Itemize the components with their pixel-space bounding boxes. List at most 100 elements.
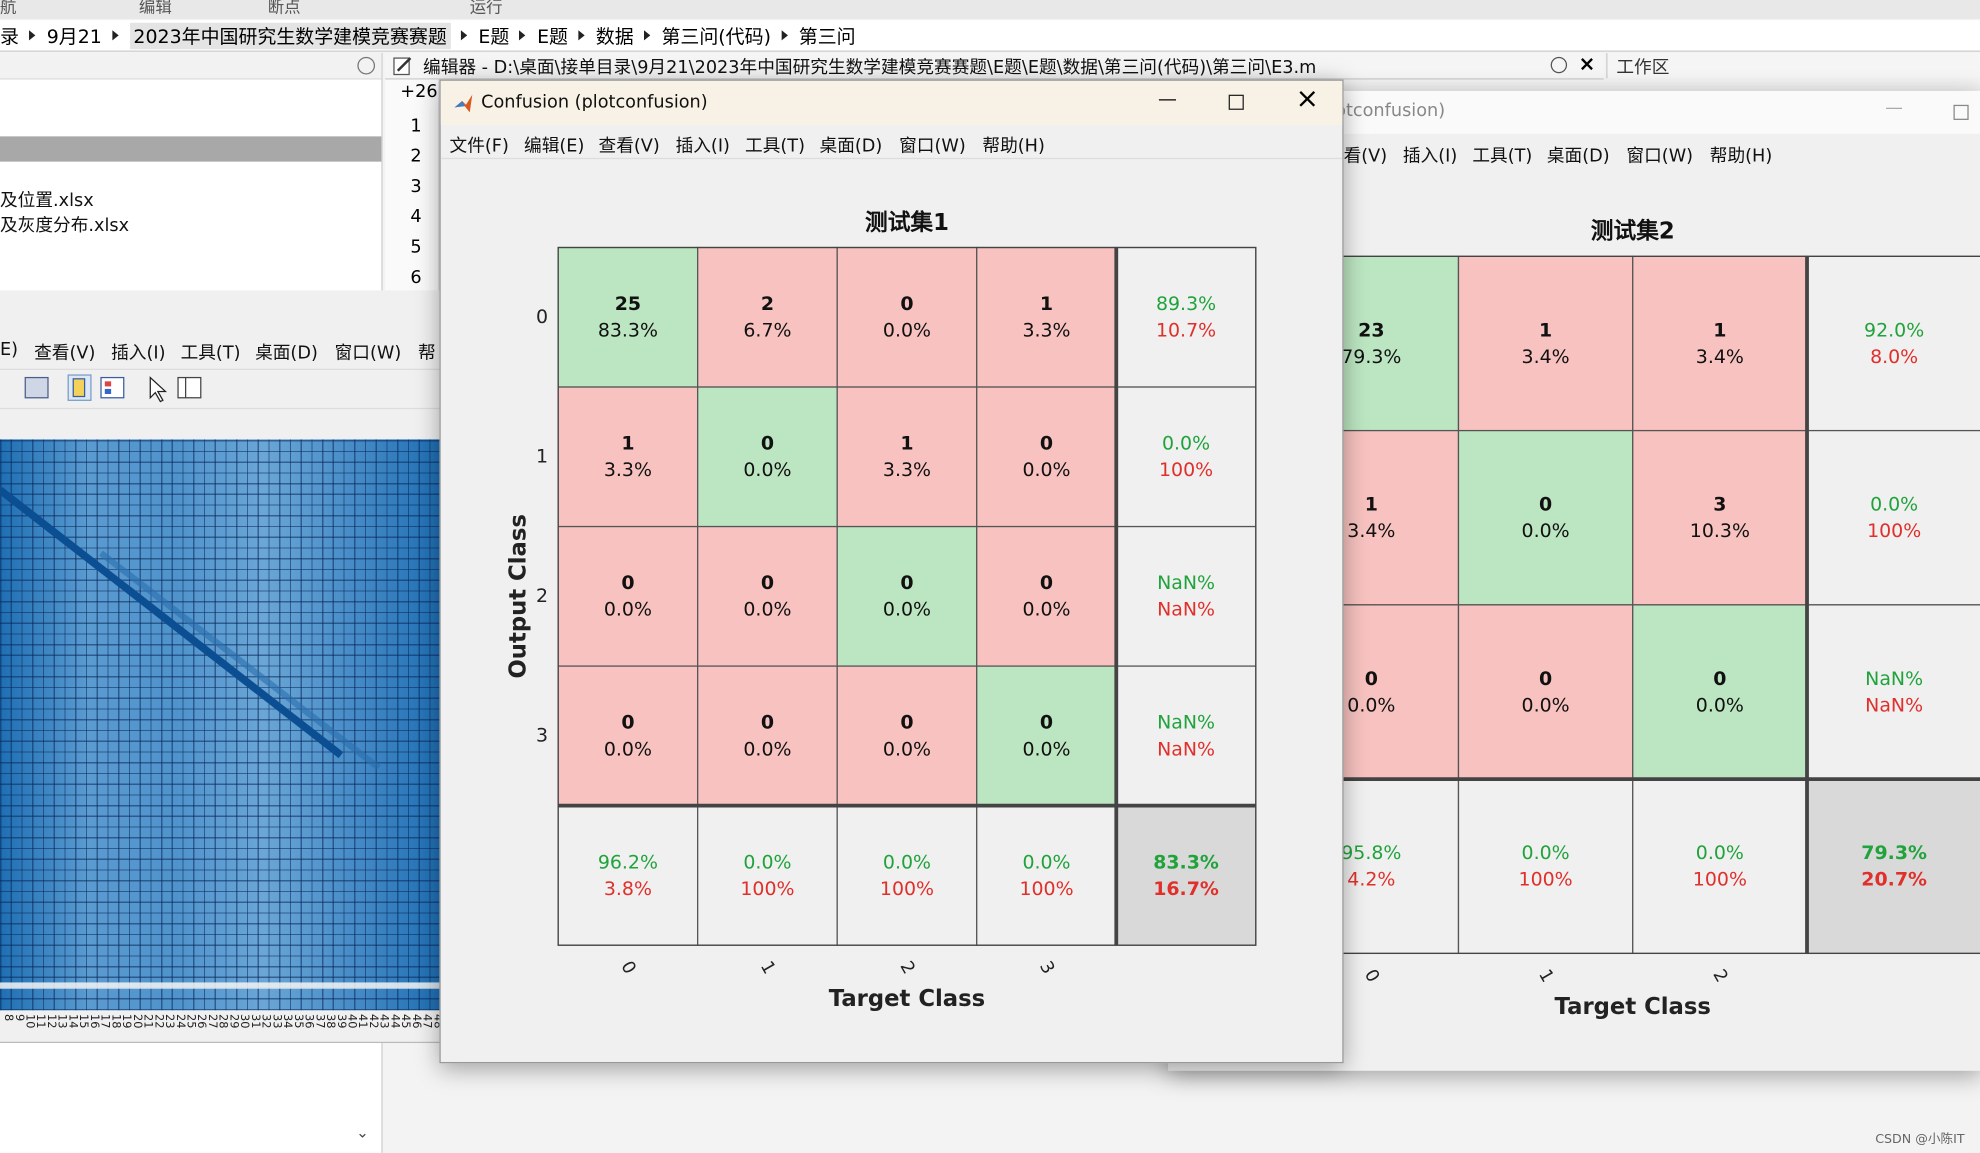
precision: NaN% (1157, 712, 1215, 734)
cell (976, 386, 1117, 528)
overall-error: 16.7% (1153, 878, 1219, 900)
cell-count: 1 (1539, 319, 1552, 341)
summary-cell (1115, 386, 1257, 528)
menu-item[interactable]: 工具(T) (745, 136, 805, 157)
menu-item[interactable]: 桌面(D) (1546, 146, 1610, 167)
matlab-icon (454, 94, 473, 113)
cell (976, 525, 1117, 667)
menu-item[interactable]: 插入(I) (675, 136, 730, 157)
x-tick-label: 18 (109, 1014, 123, 1028)
cell-count: 0 (1713, 668, 1726, 690)
x-tick-label: 35 (292, 1014, 306, 1028)
overall-error: 20.7% (1861, 869, 1927, 891)
x-tick-label: 33 (270, 1014, 284, 1028)
maximize-button[interactable] (1953, 104, 1969, 120)
tab-label[interactable]: 断点 (267, 0, 301, 18)
y-axis-label: Output Class (505, 514, 531, 678)
separator (781, 29, 788, 40)
close-icon[interactable]: × (1578, 51, 1596, 76)
x-tick-label: 17 (99, 1014, 113, 1028)
tab-label[interactable]: 编辑 (138, 0, 172, 18)
menu-item[interactable]: 文件(F) (449, 136, 509, 157)
menu-item[interactable]: 窗口(W) (899, 136, 966, 157)
menu-item[interactable]: 插入(I) (1402, 146, 1458, 167)
menu-item[interactable]: 帮助(H) (982, 136, 1045, 157)
breadcrumb-item[interactable]: 第三问 (798, 24, 856, 48)
menu-item[interactable]: 编辑(E) (524, 136, 585, 157)
cell-percent: 0.0% (743, 738, 791, 760)
menu-item[interactable]: 查看(V) (34, 343, 96, 364)
tab-label[interactable]: 航 (0, 0, 17, 18)
panel-button[interactable] (357, 56, 376, 75)
recall: 95.8% (1341, 842, 1401, 864)
menu-item[interactable]: 查看(V) (598, 136, 660, 157)
menu-item[interactable]: 窗口(W) (334, 343, 402, 364)
cell-percent: 0.0% (1522, 520, 1570, 542)
x-tick-label: 0 (616, 958, 639, 978)
selected-row[interactable] (0, 136, 382, 162)
x-tick-label: 10 (24, 1014, 38, 1028)
x-tick-label: 34 (281, 1014, 295, 1028)
breadcrumb: 录 9月21 2023年中国研究生数学建模竞赛赛题 E题 E题 数据 第三问(代码) 第三问 (0, 20, 1980, 52)
overall-accuracy: 83.3% (1153, 851, 1219, 873)
x-axis-label: Target Class (1555, 994, 1711, 1020)
recall: 96.2% (598, 851, 658, 873)
cell-percent: 79.3% (1341, 346, 1401, 368)
menu-item[interactable]: 帮 (417, 343, 436, 364)
file-name[interactable]: 及位置.xlsx (0, 190, 94, 211)
y-tick-label: 0 (536, 306, 548, 328)
breadcrumb-item[interactable]: 9月21 (46, 24, 102, 48)
tab-label[interactable]: 运行 (469, 0, 503, 18)
error-rate: 3.8% (604, 878, 652, 900)
menu-item[interactable]: 帮助(H) (1709, 146, 1773, 167)
cell-count: 0 (761, 433, 774, 455)
maximize-button[interactable] (1228, 94, 1244, 110)
error-rate: 100% (1519, 869, 1573, 891)
summary-cell (1115, 525, 1257, 667)
breadcrumb-item[interactable]: 录 (0, 24, 19, 48)
menu-item[interactable]: 桌面(D) (819, 136, 883, 157)
cell-percent: 0.0% (1022, 738, 1070, 760)
dropdown-icon[interactable]: ⌄ (356, 1123, 369, 1142)
overall-cell (1115, 805, 1257, 946)
cell-percent: 0.0% (1522, 694, 1570, 716)
x-tick-label: 32 (260, 1014, 274, 1028)
breadcrumb-item[interactable]: 2023年中国研究生数学建模竞赛赛题 (129, 22, 451, 49)
line-gutter: +26 1 2 3 4 5 6 (385, 79, 440, 291)
menu-item[interactable]: 工具(T) (1472, 146, 1533, 167)
separator (111, 29, 119, 40)
precision: 92.0% (1864, 319, 1924, 341)
tab-menu[interactable] (1550, 56, 1568, 74)
close-button[interactable]: × (1295, 83, 1319, 115)
cell-percent: 0.0% (1022, 459, 1070, 481)
precision: 0.0% (1162, 433, 1210, 455)
cell-percent: 6.7% (743, 320, 791, 342)
menu-item[interactable]: 工具(T) (180, 343, 241, 364)
cell-percent: 0.0% (1347, 694, 1395, 716)
line-number: 5 (410, 237, 422, 258)
window-title: Confusion (plotconfusion) (481, 92, 708, 113)
breadcrumb-item[interactable]: 数据 (595, 24, 634, 48)
menu-item[interactable]: 窗口(W) (1626, 146, 1694, 167)
breadcrumb-item[interactable]: 第三问(代码) (661, 24, 771, 48)
recall: 0.0% (883, 851, 931, 873)
menu-item[interactable]: 桌面(D) (255, 343, 318, 364)
cell (697, 386, 838, 528)
cell-count: 0 (1539, 668, 1552, 690)
summary-cell (1457, 778, 1634, 955)
breadcrumb-item[interactable]: E题 (537, 24, 569, 48)
x-tick-label: 27 (206, 1014, 220, 1028)
x-tick-label: 9 (13, 1014, 27, 1021)
breadcrumb-item[interactable]: E题 (478, 24, 510, 48)
title-bar: Confusion (plotconfusion) — × (440, 80, 1343, 126)
x-tick-label: 28 (217, 1014, 231, 1028)
minimize-button[interactable]: — (1885, 98, 1903, 119)
x-tick-label: 23 (163, 1014, 177, 1028)
x-tick-label: 2 (1708, 966, 1731, 986)
minimize-button[interactable]: — (1157, 87, 1177, 110)
menu-item[interactable]: E) (0, 339, 19, 360)
cell-percent: 0.0% (604, 599, 652, 621)
y-tick-label: 2 (536, 585, 548, 607)
menu-item[interactable]: 插入(I) (111, 343, 166, 364)
file-name[interactable]: 及灰度分布.xlsx (0, 215, 130, 237)
